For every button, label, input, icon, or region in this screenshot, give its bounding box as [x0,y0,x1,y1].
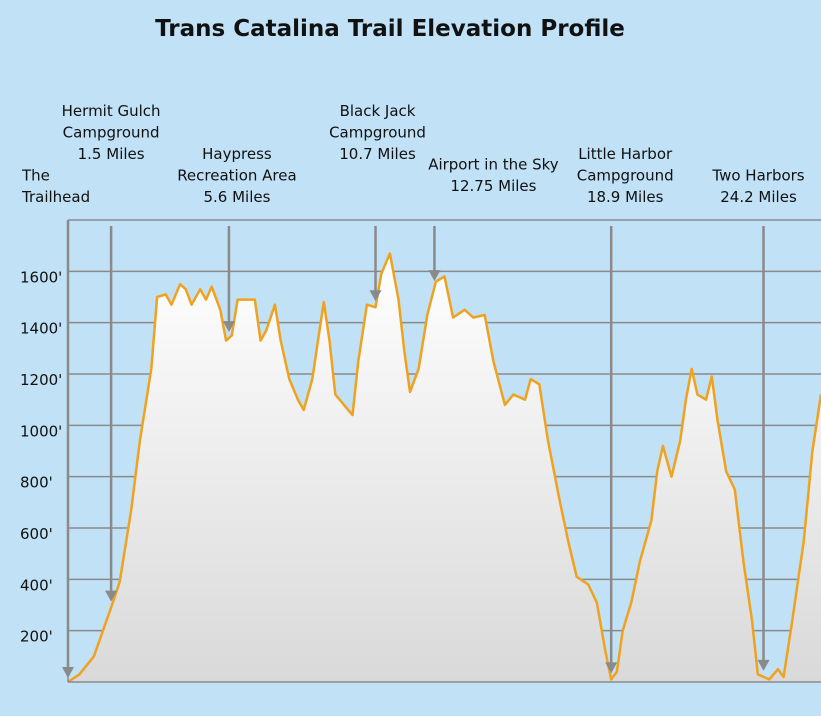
annotation-text: 5.6 Miles [203,188,270,206]
annotation-text: Campground [63,124,160,142]
annotation-text: Recreation Area [177,167,297,185]
arrow-head [62,667,74,678]
annotation-text: Trailhead [21,188,90,206]
annotation-text: 12.75 Miles [450,177,536,195]
arrow-head [605,662,618,674]
annotation-text: 24.2 Miles [720,188,797,206]
annotation-text: Two Harbors [711,167,804,185]
annotation-text: 1.5 Miles [78,145,145,163]
chart-title: Trans Catalina Trail Elevation Profile [155,16,625,42]
y-tick-label: 200' [20,628,53,646]
y-tick-label: 600' [20,525,53,543]
arrow-head [222,321,235,333]
annotation-text: 18.9 Miles [587,188,664,206]
annotation-text: Black Jack [340,102,416,120]
annotation-text: Campground [577,167,674,185]
y-tick-label: 1000' [20,422,62,440]
y-tick-label: 800' [20,474,53,492]
annotation-text: The [21,167,50,185]
y-tick-label: 1600' [20,268,62,286]
y-tick-label: 1200' [20,371,62,389]
y-tick-label: 1400' [20,320,62,338]
line [67,252,821,684]
annotation-text: Little Harbor [578,145,673,163]
annotation-text: Campground [329,124,426,142]
arrow-head [369,290,382,302]
annotation-text: 10.7 Miles [339,145,416,163]
annotation-text: Hermit Gulch [62,102,161,120]
arrow-head [757,659,770,671]
arrow-head [428,270,441,282]
y-tick-label: 400' [20,576,53,594]
annotation-text: Haypress [202,145,272,163]
area [68,253,821,682]
annotation-text: Airport in the Sky [428,156,559,174]
arrow-head [105,590,118,602]
